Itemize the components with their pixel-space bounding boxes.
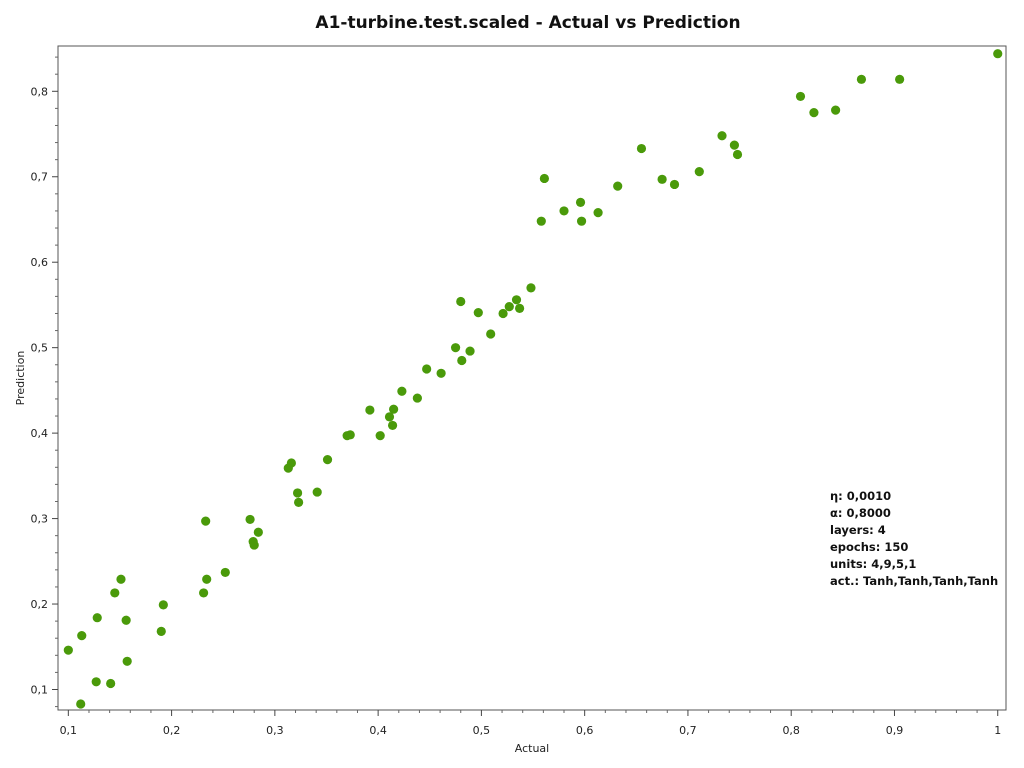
info-line-activation: act.: Tanh,Tanh,Tanh,Tanh <box>830 574 998 588</box>
y-tick-label: 0,3 <box>31 513 49 526</box>
x-tick-label: 0,2 <box>163 724 181 737</box>
data-point <box>286 458 296 468</box>
x-tick-label: 0,7 <box>679 724 697 737</box>
data-point <box>116 574 126 584</box>
data-point <box>199 588 209 598</box>
info-line-epochs: epochs: 150 <box>830 540 908 554</box>
chart-title: A1-turbine.test.scaled - Actual vs Predi… <box>315 13 740 33</box>
x-axis: 0,1 0,2 0,3 0,4 0,5 0,6 0,7 0,8 0,9 1 <box>60 710 1001 737</box>
data-point <box>158 600 168 610</box>
data-point <box>345 430 355 440</box>
data-point <box>856 74 867 84</box>
plot-area-frame <box>57 45 1007 711</box>
data-point <box>245 514 255 525</box>
data-point <box>76 699 86 709</box>
data-point <box>110 588 120 598</box>
data-point <box>504 302 514 312</box>
data-point <box>831 105 841 115</box>
data-point <box>809 108 819 118</box>
x-tick-label: 0,5 <box>473 724 491 737</box>
x-tick-label: 0,9 <box>886 724 904 737</box>
data-point <box>249 540 259 550</box>
data-point <box>375 431 385 441</box>
info-line-units: units: 4,9,5,1 <box>830 557 916 571</box>
data-point <box>515 303 525 313</box>
data-point <box>253 527 263 537</box>
data-point <box>694 167 704 177</box>
data-point <box>895 74 905 84</box>
x-tick-label: 1 <box>994 724 1001 737</box>
x-tick-label: 0,8 <box>782 724 800 737</box>
data-point <box>795 91 806 102</box>
data-point <box>106 678 116 689</box>
data-point <box>121 615 131 625</box>
info-box: η: 0,0010 α: 0,8000 layers: 4 epochs: 15… <box>830 489 998 588</box>
data-point <box>312 487 322 497</box>
y-axis: 0,1 0,2 0,3 0,4 0,5 0,6 0,7 0,8 <box>31 56 58 708</box>
data-point <box>729 140 740 150</box>
y-tick-label: 0,2 <box>31 598 49 611</box>
data-point <box>422 364 432 374</box>
y-tick-label: 0,8 <box>31 85 49 98</box>
y-axis-label: Prediction <box>14 351 27 406</box>
data-point <box>220 567 230 578</box>
data-point <box>511 295 522 305</box>
data-point <box>559 206 569 216</box>
data-point <box>526 283 536 293</box>
data-point <box>732 149 743 160</box>
data-point <box>576 216 587 226</box>
data-point <box>387 420 398 431</box>
y-tick-label: 0,1 <box>31 683 49 696</box>
data-point <box>365 405 375 415</box>
data-point <box>292 488 303 498</box>
data-point <box>450 343 461 353</box>
data-point <box>91 677 101 687</box>
data-point <box>122 656 132 666</box>
data-point <box>202 574 212 584</box>
data-point <box>201 516 211 526</box>
data-point <box>613 181 623 191</box>
data-point <box>77 631 87 641</box>
data-points <box>63 49 1003 709</box>
data-point <box>457 355 467 366</box>
data-point <box>993 49 1003 59</box>
data-point <box>465 346 475 356</box>
data-point <box>322 455 333 465</box>
data-point <box>412 393 422 403</box>
y-tick-label: 0,4 <box>31 427 49 440</box>
y-tick-label: 0,7 <box>31 171 49 184</box>
info-line-layers: layers: 4 <box>830 523 886 537</box>
data-point <box>473 308 483 318</box>
x-tick-label: 0,3 <box>266 724 284 737</box>
data-point <box>63 645 73 655</box>
x-axis-label: Actual <box>515 742 549 755</box>
y-tick-label: 0,5 <box>31 342 49 355</box>
data-point <box>456 296 466 307</box>
data-point <box>669 179 680 190</box>
data-point <box>536 216 546 226</box>
x-tick-label: 0,6 <box>576 724 594 737</box>
data-point <box>575 197 586 207</box>
data-point <box>636 143 647 154</box>
data-point <box>397 386 407 396</box>
x-tick-label: 0,4 <box>369 724 387 737</box>
data-point <box>384 412 395 422</box>
data-point <box>156 626 166 636</box>
data-point <box>657 174 667 184</box>
y-tick-label: 0,6 <box>31 256 49 269</box>
x-tick-label: 0,1 <box>60 724 78 737</box>
data-point <box>436 368 446 378</box>
data-point <box>389 404 399 414</box>
data-point <box>486 329 496 339</box>
data-point <box>498 308 508 319</box>
data-point <box>717 131 727 141</box>
data-point <box>294 497 304 507</box>
info-line-alpha: α: 0,8000 <box>830 506 891 520</box>
data-point <box>593 208 603 218</box>
data-point <box>92 613 102 623</box>
info-line-eta: η: 0,0010 <box>830 489 891 503</box>
data-point <box>539 173 549 184</box>
